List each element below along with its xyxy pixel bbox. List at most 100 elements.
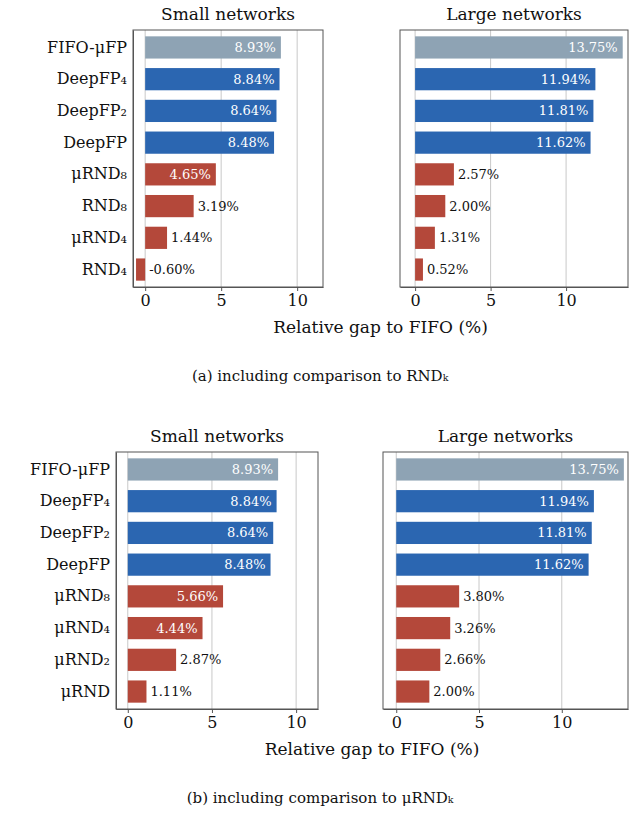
x-tick-label: 10 <box>286 713 306 732</box>
bar <box>145 132 274 154</box>
bar <box>396 680 429 702</box>
grid-line <box>296 452 297 709</box>
panel: Small networks0510FIFO-μFPDeepFP₄DeepFP₂… <box>30 426 479 807</box>
bars <box>396 458 624 702</box>
figure: Small networks0510FIFO-μFPDeepFP₄DeepFP₂… <box>0 0 640 814</box>
bar <box>145 68 279 90</box>
bar <box>128 522 273 544</box>
y-tick-label: DeepFP <box>46 555 110 574</box>
bar <box>415 132 590 154</box>
data-label: 2.57% <box>458 167 499 182</box>
x-tick-label: 10 <box>287 291 307 310</box>
x-tick-label: 10 <box>552 713 572 732</box>
grid <box>128 452 296 709</box>
y-tick: RND₈ <box>82 196 133 215</box>
data-label: 5.66% <box>177 589 218 604</box>
bar <box>128 458 278 480</box>
y-tick: μRND₄ <box>71 228 133 247</box>
x-tick-label: 5 <box>486 291 496 310</box>
y-tick-label: FIFO-μFP <box>30 460 110 479</box>
data-label: 3.26% <box>454 621 495 636</box>
bar <box>415 195 445 217</box>
bar <box>396 617 450 639</box>
x-axis-line <box>117 709 319 710</box>
y-tick: μRND <box>61 682 116 701</box>
x-tick: 0 <box>123 709 133 732</box>
data-label: 8.93% <box>232 462 273 477</box>
bar <box>145 36 281 58</box>
bar <box>128 554 271 576</box>
data-label: 8.93% <box>235 40 276 55</box>
x-tick: 10 <box>552 709 572 732</box>
x-tick-label: 0 <box>411 291 421 310</box>
data-label: 11.62% <box>536 135 586 150</box>
panel-title: Small networks <box>150 426 284 446</box>
x-tick: 10 <box>286 709 306 732</box>
bar <box>415 258 423 280</box>
x-tick: 10 <box>287 287 307 310</box>
data-label: 13.75% <box>568 40 618 55</box>
y-axis: FIFO-μFPDeepFP₄DeepFP₂DeepFPμRND₈RND₈μRN… <box>47 31 133 288</box>
y-axis-line <box>116 453 117 710</box>
data-labels: 8.93%8.84%8.64%8.48%5.66%4.44%2.87%1.11% <box>150 462 273 699</box>
x-tick-label: 0 <box>141 291 151 310</box>
data-label: 4.44% <box>156 621 197 636</box>
bars <box>415 36 623 280</box>
y-tick: μRND₈ <box>71 164 133 183</box>
x-axis: 0 5 10 <box>401 287 629 310</box>
bar <box>128 649 176 671</box>
grid <box>145 30 297 287</box>
x-tick-label: 0 <box>392 713 402 732</box>
y-tick: DeepFP₄ <box>40 491 116 510</box>
panel-title: Small networks <box>161 4 295 24</box>
data-label: 11.62% <box>534 557 584 572</box>
bar <box>145 227 167 249</box>
x-tick: 0 <box>392 709 402 732</box>
plot-frame <box>400 30 628 287</box>
panel: Large networks051013.75%11.94%11.81%11.6… <box>383 426 629 732</box>
y-tick: μRND₈ <box>54 586 116 605</box>
y-tick: DeepFP <box>46 555 116 574</box>
bar <box>415 100 593 122</box>
data-label: 3.19% <box>198 199 239 214</box>
data-label: 1.11% <box>150 684 191 699</box>
x-axis: 0 5 10 <box>134 287 324 310</box>
grid-line <box>297 30 298 287</box>
bar <box>128 490 277 512</box>
y-tick-label: RND₈ <box>82 196 127 215</box>
x-tick-label: 5 <box>474 713 484 732</box>
x-tick-label: 0 <box>123 713 133 732</box>
y-tick: μRND₂ <box>54 650 116 669</box>
data-label: 2.00% <box>449 199 490 214</box>
x-tick: 10 <box>556 287 576 310</box>
y-tick: DeepFP <box>63 133 133 152</box>
x-axis-title: Relative gap to FIFO (%) <box>273 317 488 337</box>
panel: Small networks0510FIFO-μFPDeepFP₄DeepFP₂… <box>47 4 488 385</box>
data-label: 8.64% <box>227 525 268 540</box>
data-label: 11.81% <box>537 525 587 540</box>
x-tick-label: 5 <box>217 291 227 310</box>
y-tick: μRND₄ <box>54 618 116 637</box>
bar <box>396 490 594 512</box>
plot-frame <box>383 452 628 709</box>
x-tick: 5 <box>474 709 484 732</box>
bars <box>128 458 278 702</box>
bar <box>396 522 592 544</box>
data-label: 2.87% <box>180 652 221 667</box>
bar <box>145 100 276 122</box>
x-axis-line <box>134 287 324 288</box>
bar <box>136 258 145 280</box>
y-tick: RND₄ <box>82 260 133 279</box>
panel-title: Large networks <box>438 426 574 446</box>
bar <box>128 617 203 639</box>
y-tick-label: μRND₈ <box>71 164 127 183</box>
y-tick-label: μRND <box>61 682 110 701</box>
bar <box>145 195 193 217</box>
x-axis-title: Relative gap to FIFO (%) <box>265 739 480 759</box>
data-label: 8.84% <box>230 494 271 509</box>
data-label: 8.64% <box>230 103 271 118</box>
bar <box>396 585 459 607</box>
y-axis: FIFO-μFPDeepFP₄DeepFP₂DeepFPμRND₈μRND₄μR… <box>30 453 116 710</box>
data-labels: 13.75%11.94%11.81%11.62%3.80%3.26%2.66%2… <box>433 462 619 699</box>
data-label: 4.65% <box>170 167 211 182</box>
